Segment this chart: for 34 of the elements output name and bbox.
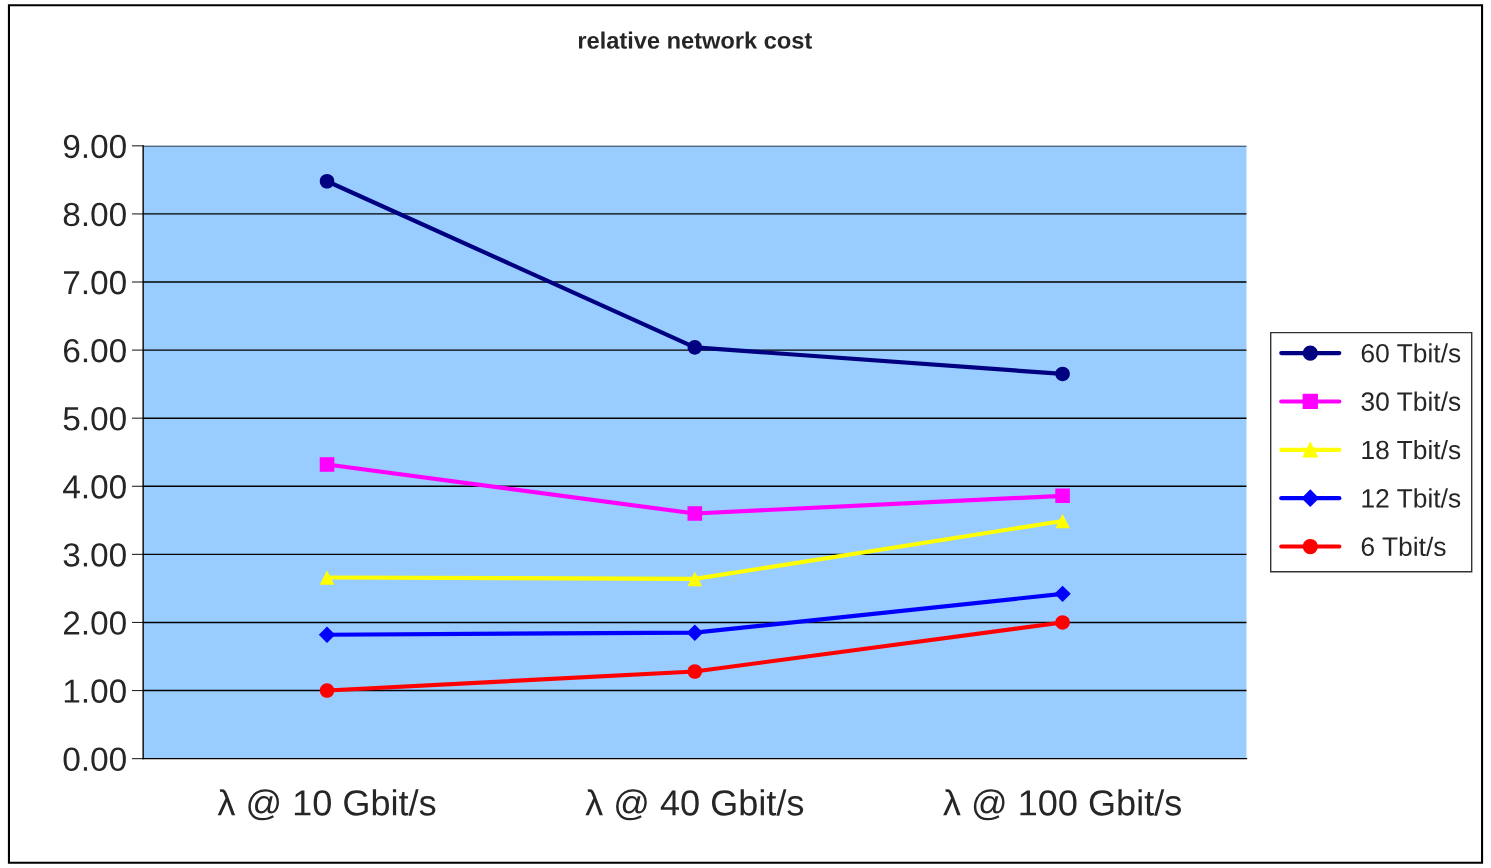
y-tick-label: 9.00 (63, 134, 126, 159)
point (1055, 615, 1070, 630)
y-tick-label: 8.00 (63, 202, 126, 227)
legend-label: 6 Tbit/s (1361, 536, 1446, 557)
legend-label: 18 Tbit/s (1362, 439, 1461, 460)
point (319, 457, 335, 472)
point (687, 506, 703, 521)
point (1055, 488, 1070, 504)
y-tick-label: 0.00 (63, 747, 126, 772)
point (1055, 366, 1070, 382)
point (1055, 513, 1070, 529)
y-tick-label: 7.00 (64, 270, 126, 295)
legend-label: 12 Tbit/s (1362, 488, 1461, 508)
point (318, 626, 336, 643)
x-tick-label: λ @ 10 Gbit/s (217, 789, 436, 821)
y-tick-label: 5.00 (63, 406, 126, 431)
point (687, 571, 703, 587)
y-tick-label: 1.00 (64, 679, 126, 703)
legend-label: 30 Tbit/s (1361, 391, 1461, 411)
y-tick-label: 4.00 (63, 475, 126, 499)
point (319, 173, 335, 189)
point (319, 683, 335, 698)
legend-label: 60 Tbit/s (1361, 343, 1461, 363)
y-tick-label: 3.00 (63, 543, 126, 567)
point (1054, 585, 1071, 603)
y-tick-label: 2.00 (63, 611, 126, 635)
x-tick-label: λ @ 40 Gbit/s (585, 789, 804, 821)
chart-title: relative network cost (578, 31, 812, 49)
point (319, 570, 335, 585)
y-tick-label: 6.00 (63, 338, 126, 363)
x-tick-label: λ @ 100 Gbit/s (943, 789, 1181, 821)
point (686, 624, 704, 641)
point (687, 664, 703, 679)
point (687, 340, 703, 355)
